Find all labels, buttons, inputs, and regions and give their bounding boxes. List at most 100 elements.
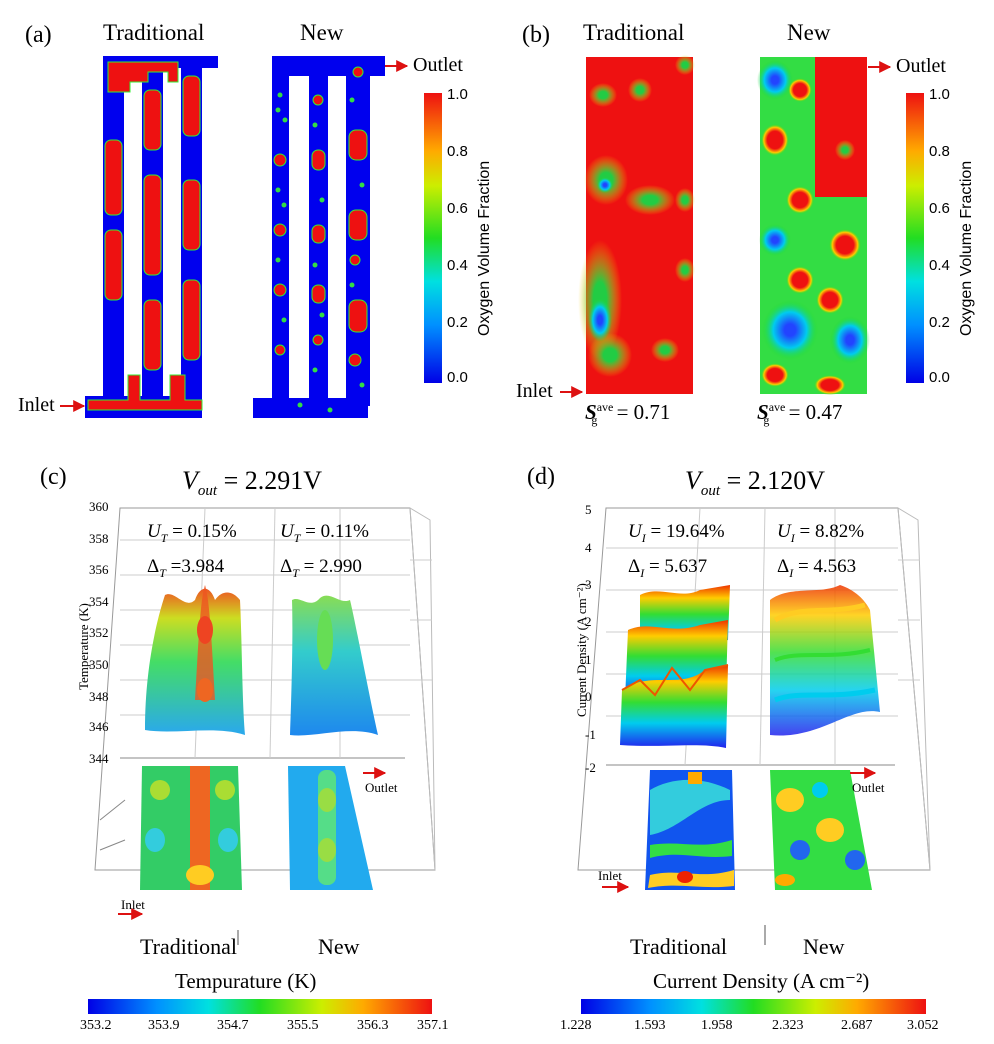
panel-b-sg-traditional: Saveg = 0.71 (585, 400, 671, 428)
panel-d-x-traditional: Traditional (630, 934, 727, 959)
panel-a-outlet-label: Outlet (413, 54, 463, 76)
panel-d-inlet-label: Inlet (598, 868, 622, 883)
panel-c-vout: Vout = 2.291V (182, 466, 323, 500)
panel-c-surface-traditional (145, 585, 245, 735)
panel-a-colorbar-ticks: 1.0 0.8 0.6 0.4 0.2 0.0 (447, 86, 487, 386)
tick: 1.0 (929, 86, 950, 103)
panel-c-uniformity-traditional: UT = 0.15% (147, 521, 237, 545)
panel-d-vout: Vout = 2.120V (685, 466, 826, 500)
tick: 2 (585, 614, 592, 629)
panel-b-traditional-map (578, 55, 695, 394)
tick: 360 (89, 499, 109, 514)
panel-d-surface-traditional (620, 585, 730, 748)
panel-d-x-new: New (803, 934, 845, 959)
panel-c-delta-traditional: ΔT =3.984 (147, 556, 225, 580)
tick: 356 (89, 562, 109, 577)
tick: 1 (585, 652, 592, 667)
panel-d-uniformity-new: UI = 8.82% (777, 521, 865, 545)
panel-d-floor-traditional (645, 770, 735, 890)
panel-d-delta-traditional: ΔI = 5.637 (628, 556, 708, 580)
panel-c-x-traditional: Traditional (140, 934, 237, 959)
panel-d-colorbar (581, 999, 926, 1014)
tick: -1 (585, 727, 596, 742)
tick: 1.0 (447, 86, 468, 103)
tick: 353.2 (80, 1018, 112, 1033)
panel-d-outlet-label: Outlet (852, 780, 885, 795)
panel-a-inlet-label: Inlet (18, 394, 55, 416)
panel-a-colorbar (424, 93, 442, 383)
tick: 356.3 (357, 1018, 389, 1033)
tick: 357.1 (417, 1018, 449, 1033)
tick: 3.052 (907, 1018, 939, 1033)
panel-c-z-axis-title: Temperature (K) (76, 603, 91, 690)
tick: 354 (89, 594, 109, 609)
tick: 4 (585, 540, 592, 555)
panel-a-new-title: New (300, 20, 344, 45)
tick: 346 (89, 719, 109, 734)
tick: 1.958 (701, 1018, 733, 1033)
panel-c-floor-traditional (140, 766, 242, 890)
panel-d-label: (d) (527, 464, 555, 490)
tick: 1.228 (560, 1018, 592, 1033)
tick: 0.0 (929, 369, 950, 386)
tick: 0.0 (447, 369, 468, 386)
tick: 5 (585, 502, 592, 517)
panel-d-delta-new: ΔI = 4.563 (777, 556, 857, 580)
tick: -2 (585, 760, 596, 775)
panel-b-new-map (757, 57, 870, 395)
panel-b-traditional-title: Traditional (583, 20, 685, 45)
panel-a-traditional-title: Traditional (103, 20, 205, 45)
panel-d-colorbar-ticks: 1.228 1.593 1.958 2.323 2.687 3.052 (560, 1018, 960, 1038)
panel-d-z-ticks: 5 4 3 2 1 0 -1 -2 (585, 502, 605, 775)
panel-c-z-ticks: 360 358 356 354 352 350 348 346 344 (89, 499, 117, 769)
panel-d-colorbar-title: Current Density (A cm⁻²) (653, 969, 870, 993)
panel-c-colorbar-ticks: 353.2 353.9 354.7 355.5 356.3 357.1 (80, 1018, 450, 1038)
tick: 348 (89, 689, 109, 704)
tick: 2.323 (772, 1018, 804, 1033)
tick: 0.6 (929, 200, 950, 217)
panel-c-x-new: New (318, 934, 360, 959)
tick: 0.8 (929, 143, 950, 160)
panel-b-new-title: New (787, 20, 831, 45)
tick: 0.6 (447, 200, 468, 217)
panel-d-surface-new (770, 585, 880, 736)
panel-b-outlet-label: Outlet (896, 55, 946, 77)
tick: 353.9 (148, 1018, 180, 1033)
panel-b-colorbar-ticks: 1.0 0.8 0.6 0.4 0.2 0.0 (929, 86, 969, 386)
panel-c-inlet-label: Inlet (121, 897, 145, 912)
tick: 0.4 (929, 257, 950, 274)
panel-c-uniformity-new: UT = 0.11% (280, 521, 370, 545)
tick: 344 (89, 751, 109, 766)
panel-c-colorbar-title: Tempurature (K) (175, 969, 317, 993)
tick: 3 (585, 577, 592, 592)
panel-c-outlet-label: Outlet (365, 780, 398, 795)
panel-a-colorbar-title: Oxygen Volume Fraction (476, 160, 493, 336)
tick: 358 (89, 531, 109, 546)
tick: 350 (89, 657, 109, 672)
panel-c-label: (c) (40, 464, 67, 490)
panel-a-traditional-channel (85, 56, 218, 418)
tick: 0.4 (447, 257, 468, 274)
tick: 1.593 (634, 1018, 666, 1033)
tick: 0 (585, 689, 592, 704)
tick: 352 (89, 625, 109, 640)
panel-b-sg-new: Saveg = 0.47 (757, 400, 843, 428)
panel-d-floor-new (770, 770, 872, 890)
panel-c-delta-new: ΔT = 2.990 (280, 556, 362, 580)
tick: 2.687 (841, 1018, 873, 1033)
panel-b-colorbar-title: Oxygen Volume Fraction (958, 160, 975, 336)
tick: 0.2 (447, 314, 468, 331)
tick: 0.2 (929, 314, 950, 331)
tick: 355.5 (287, 1018, 319, 1033)
panel-b-inlet-label: Inlet (516, 380, 553, 402)
tick: 0.8 (447, 143, 468, 160)
panel-c-colorbar (88, 999, 432, 1014)
panel-c-surface-new (290, 595, 378, 736)
panel-d-z-axis-title: Current Density (A cm⁻²) (574, 583, 589, 717)
panel-d-uniformity-traditional: UI = 19.64% (628, 521, 725, 545)
panel-a-new-channel (253, 56, 385, 418)
panel-b-label: (b) (522, 22, 550, 48)
panel-b-colorbar (906, 93, 924, 383)
tick: 354.7 (217, 1018, 249, 1033)
